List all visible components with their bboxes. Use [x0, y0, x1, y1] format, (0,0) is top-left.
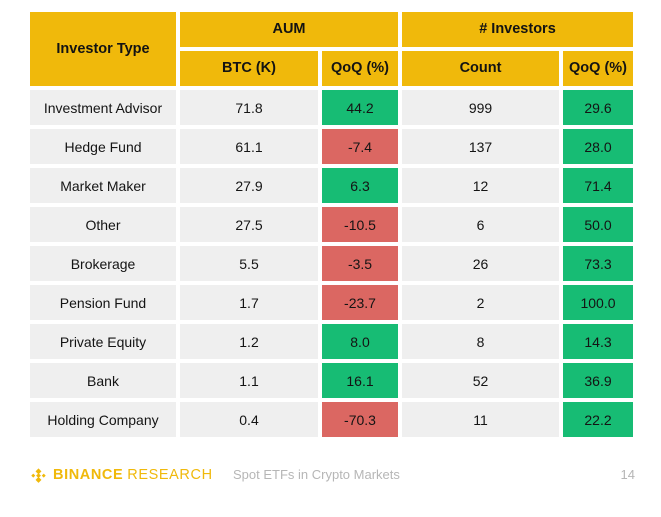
- count-cell: 52: [402, 363, 559, 398]
- header-group-aum: AUM: [180, 12, 398, 47]
- document-title: Spot ETFs in Crypto Markets: [233, 467, 400, 482]
- count-cell: 2: [402, 285, 559, 320]
- aum-qoq-cell: 8.0: [322, 324, 398, 359]
- investors-qoq-cell: 22.2: [563, 402, 633, 437]
- aum-qoq-cell: -3.5: [322, 246, 398, 281]
- investor-type-table: Investor Type AUM # Investors BTC (K) Qo…: [30, 12, 633, 437]
- header-aum-qoq: QoQ (%): [322, 51, 398, 86]
- btc-cell: 27.5: [180, 207, 318, 242]
- btc-cell: 1.1: [180, 363, 318, 398]
- count-cell: 137: [402, 129, 559, 164]
- binance-diamond-icon: [31, 467, 46, 483]
- count-cell: 12: [402, 168, 559, 203]
- investor-type-cell: Private Equity: [30, 324, 176, 359]
- count-cell: 26: [402, 246, 559, 281]
- investor-type-cell: Bank: [30, 363, 176, 398]
- btc-cell: 5.5: [180, 246, 318, 281]
- investor-type-cell: Pension Fund: [30, 285, 176, 320]
- investor-type-cell: Brokerage: [30, 246, 176, 281]
- count-cell: 11: [402, 402, 559, 437]
- investors-qoq-cell: 71.4: [563, 168, 633, 203]
- investor-type-cell: Holding Company: [30, 402, 176, 437]
- aum-qoq-cell: 16.1: [322, 363, 398, 398]
- btc-cell: 1.2: [180, 324, 318, 359]
- btc-cell: 71.8: [180, 90, 318, 125]
- investor-type-cell: Market Maker: [30, 168, 176, 203]
- page-number: 14: [620, 467, 635, 482]
- count-cell: 6: [402, 207, 559, 242]
- slide-footer: BINANCE RESEARCH Spot ETFs in Crypto Mark…: [30, 462, 635, 488]
- btc-cell: 61.1: [180, 129, 318, 164]
- investors-qoq-cell: 100.0: [563, 285, 633, 320]
- btc-cell: 27.9: [180, 168, 318, 203]
- investors-qoq-cell: 73.3: [563, 246, 633, 281]
- count-cell: 999: [402, 90, 559, 125]
- count-cell: 8: [402, 324, 559, 359]
- aum-qoq-cell: 6.3: [322, 168, 398, 203]
- investors-qoq-cell: 28.0: [563, 129, 633, 164]
- aum-qoq-cell: -70.3: [322, 402, 398, 437]
- aum-qoq-cell: -7.4: [322, 129, 398, 164]
- investor-type-cell: Other: [30, 207, 176, 242]
- aum-qoq-cell: 44.2: [322, 90, 398, 125]
- aum-qoq-cell: -10.5: [322, 207, 398, 242]
- brand-name-secondary: RESEARCH: [127, 467, 213, 483]
- investors-qoq-cell: 50.0: [563, 207, 633, 242]
- investor-type-cell: Hedge Fund: [30, 129, 176, 164]
- header-investor-type: Investor Type: [30, 12, 176, 86]
- aum-qoq-cell: -23.7: [322, 285, 398, 320]
- header-investors-qoq: QoQ (%): [563, 51, 633, 86]
- investors-qoq-cell: 14.3: [563, 324, 633, 359]
- binance-research-brand: BINANCE RESEARCH: [30, 462, 213, 488]
- investors-qoq-cell: 36.9: [563, 363, 633, 398]
- header-group-investors: # Investors: [402, 12, 633, 47]
- header-aum-btc: BTC (K): [180, 51, 318, 86]
- btc-cell: 0.4: [180, 402, 318, 437]
- investor-type-cell: Investment Advisor: [30, 90, 176, 125]
- investors-qoq-cell: 29.6: [563, 90, 633, 125]
- brand-name-primary: BINANCE: [53, 467, 124, 483]
- btc-cell: 1.7: [180, 285, 318, 320]
- header-investors-count: Count: [402, 51, 559, 86]
- brand-name: BINANCE RESEARCH: [53, 467, 213, 483]
